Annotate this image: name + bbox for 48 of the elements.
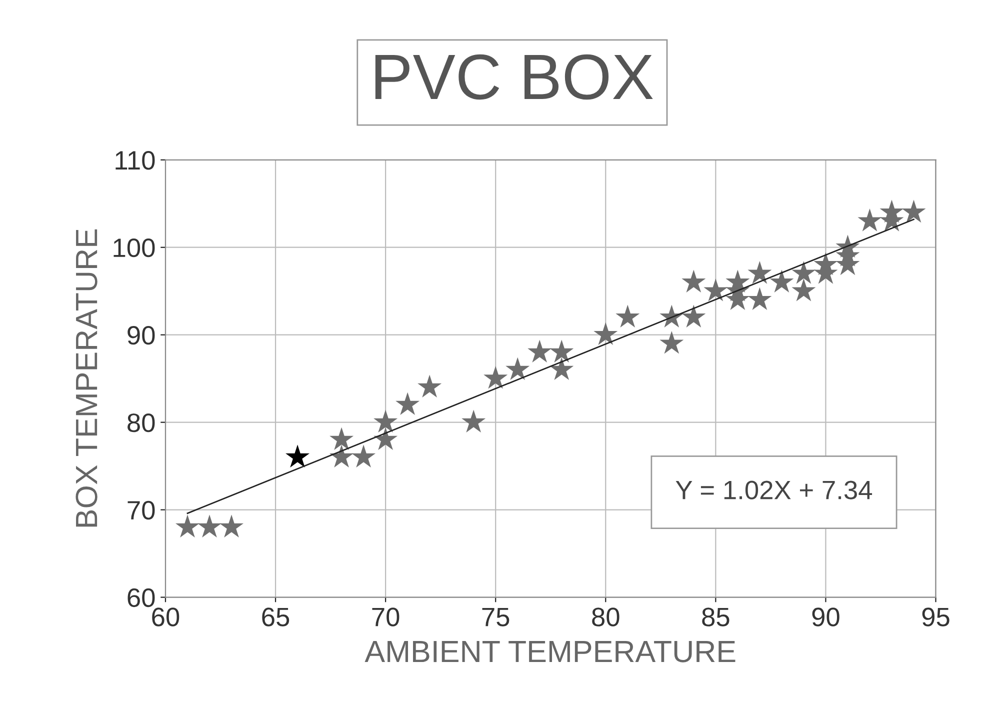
- x-tick-label: 85: [702, 608, 730, 626]
- point: [616, 304, 640, 328]
- x-axis-title: AMBIENT TEMPERATURE: [364, 641, 736, 662]
- point: [528, 340, 552, 363]
- point: [682, 270, 706, 293]
- point: [792, 260, 816, 284]
- point: [418, 374, 442, 398]
- x-tick-label: 60: [152, 608, 180, 626]
- point: [902, 200, 926, 223]
- point: [462, 410, 486, 433]
- x-tick-label: 75: [482, 608, 510, 626]
- point: [748, 287, 772, 310]
- chart-title: PVC BOX: [375, 54, 653, 100]
- point: [748, 260, 772, 284]
- point: [198, 514, 222, 538]
- point: [858, 208, 882, 232]
- point: [330, 427, 354, 450]
- point: [374, 410, 398, 433]
- y-tick-label: 90: [128, 326, 155, 345]
- point: [770, 270, 794, 293]
- point: [175, 514, 200, 538]
- x-tick-label: 65: [262, 608, 290, 626]
- y-tick-label: 70: [128, 500, 155, 520]
- x-tick-label: 80: [592, 608, 620, 626]
- y-axis-title: BOX TEMPERATURE: [76, 229, 98, 527]
- point: [484, 366, 508, 389]
- point: [330, 444, 354, 468]
- annotation: Y = 1.02X + 7.34: [676, 480, 872, 500]
- point: [220, 514, 244, 538]
- point: [704, 278, 728, 302]
- point: [792, 278, 816, 302]
- y-tick-label: 110: [116, 151, 155, 170]
- point: [286, 444, 310, 468]
- point: [396, 392, 420, 416]
- point: [506, 357, 530, 380]
- point: [550, 357, 574, 380]
- x-tick-label: 70: [372, 608, 400, 626]
- point: [594, 322, 618, 346]
- x-tick-label: 95: [922, 608, 950, 626]
- point: [374, 427, 398, 450]
- point: [660, 330, 684, 354]
- point: [352, 444, 376, 468]
- y-tick-label: 80: [128, 413, 155, 432]
- point: [682, 304, 706, 328]
- y-tick-label: 100: [114, 238, 155, 258]
- point: [550, 340, 574, 363]
- x-tick-label: 90: [812, 608, 840, 626]
- y-tick-label: 60: [128, 588, 155, 608]
